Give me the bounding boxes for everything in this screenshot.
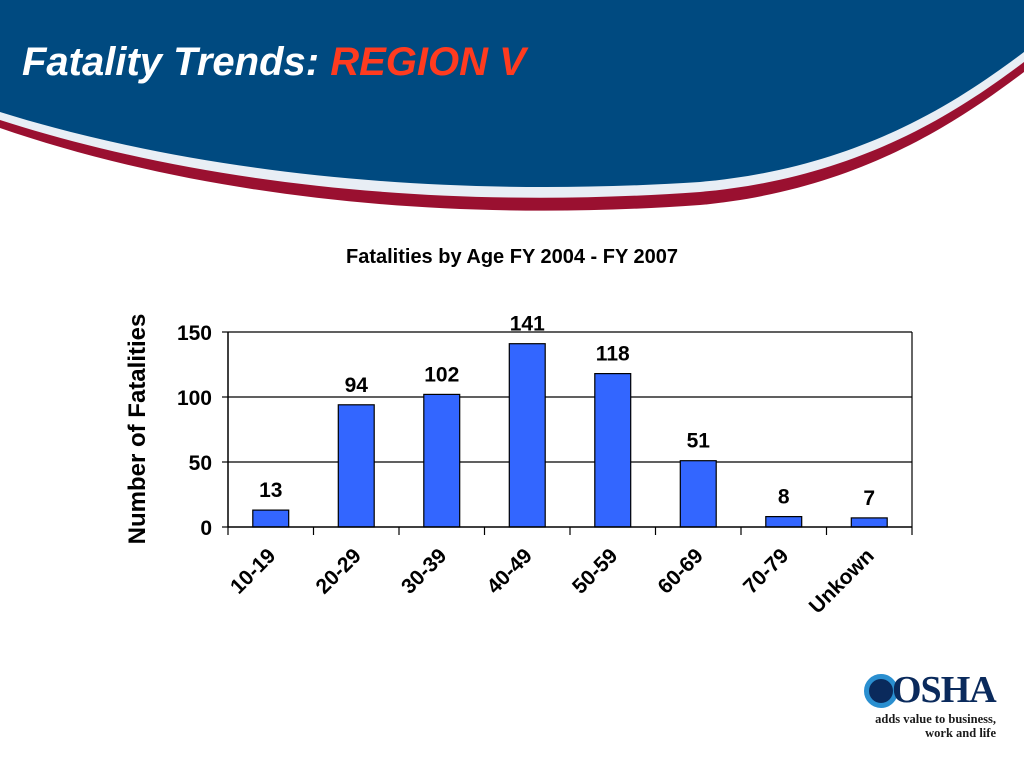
osha-logo: OSHA adds value to business, work and li… — [862, 668, 1002, 748]
x-tick-label-20-29: 20-29 — [312, 544, 366, 598]
plot-area: 0 50 100 150 13 94 102 141 118 51 8 7 10-19 20-29 30-3… — [177, 313, 913, 618]
osha-ring-icon — [864, 674, 898, 708]
data-label-10-19: 13 — [259, 479, 282, 502]
x-tick-label-40-49: 40-49 — [483, 544, 537, 598]
y-tick-label-0: 0 — [200, 517, 212, 540]
bar-70-79 — [765, 515, 803, 528]
bar-30-39 — [423, 393, 461, 528]
x-tick-label-60-69: 60-69 — [654, 544, 708, 598]
bar-40-49 — [508, 343, 546, 528]
logo-tagline-line2: work and life — [925, 726, 996, 740]
y-tick-label-1: 50 — [189, 452, 212, 475]
data-label-40-49: 141 — [510, 313, 545, 336]
x-tick-label-10-19: 10-19 — [226, 544, 280, 598]
logo-tagline-line1: adds value to business, — [875, 712, 996, 726]
data-label-30-39: 102 — [424, 363, 459, 386]
data-label-20-29: 94 — [345, 374, 369, 397]
logo-wordmark: OSHA — [892, 669, 997, 711]
title-main: Fatality Trends: — [22, 40, 331, 84]
y-axis-label: Number of Fatalities — [124, 314, 151, 545]
x-tick-label-50-59: 50-59 — [568, 544, 622, 598]
x-tick-label-Unkown: Unkown — [805, 544, 879, 618]
data-label-60-69: 51 — [687, 430, 711, 453]
slide-title: Fatality Trends: REGION V — [22, 40, 526, 85]
title-accent: REGION V — [330, 40, 526, 84]
x-tick-label-70-79: 70-79 — [739, 544, 793, 598]
chart-title: Fatalities by Age FY 2004 - FY 2007 — [346, 246, 678, 268]
banner-background — [0, 0, 1024, 188]
bar-Unkown — [850, 517, 888, 528]
data-label-70-79: 8 — [778, 486, 790, 509]
header-banner — [0, 0, 1024, 211]
bar-20-29 — [337, 404, 375, 528]
y-tick-label-2: 100 — [177, 387, 212, 410]
data-label-50-59: 118 — [596, 343, 630, 366]
bar-60-69 — [679, 460, 717, 528]
logo-tagline: adds value to business, work and life — [862, 712, 996, 740]
y-tick-label-3: 150 — [177, 322, 212, 345]
x-tick-label-30-39: 30-39 — [397, 544, 451, 598]
bar-50-59 — [594, 373, 632, 528]
bar-10-19 — [252, 509, 290, 528]
data-label-Unkown: 7 — [863, 487, 875, 510]
